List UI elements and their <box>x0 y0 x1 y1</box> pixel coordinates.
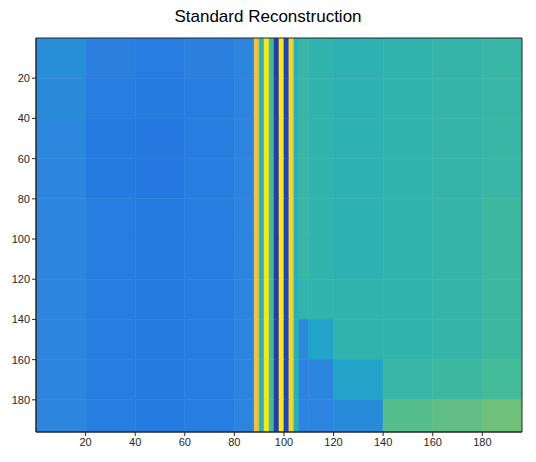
svg-text:160: 160 <box>424 436 442 448</box>
svg-text:60: 60 <box>179 436 191 448</box>
svg-text:100: 100 <box>275 436 293 448</box>
svg-text:140: 140 <box>374 436 392 448</box>
svg-text:20: 20 <box>18 72 30 84</box>
svg-text:120: 120 <box>324 436 342 448</box>
svg-text:120: 120 <box>12 273 30 285</box>
svg-text:180: 180 <box>473 436 491 448</box>
svg-text:40: 40 <box>129 436 141 448</box>
html-text:Standard Reconstruction: Standard Reconstruction <box>174 7 362 26</box>
svg-text:80: 80 <box>228 436 240 448</box>
svg-text:20: 20 <box>79 436 91 448</box>
svg-text:100: 100 <box>12 233 30 245</box>
svg-text:80: 80 <box>18 193 30 205</box>
svg-text:40: 40 <box>18 112 30 124</box>
svg-text:60: 60 <box>18 153 30 165</box>
svg-text:160: 160 <box>12 354 30 366</box>
svg-text:140: 140 <box>12 313 30 325</box>
svg-text:180: 180 <box>12 394 30 406</box>
